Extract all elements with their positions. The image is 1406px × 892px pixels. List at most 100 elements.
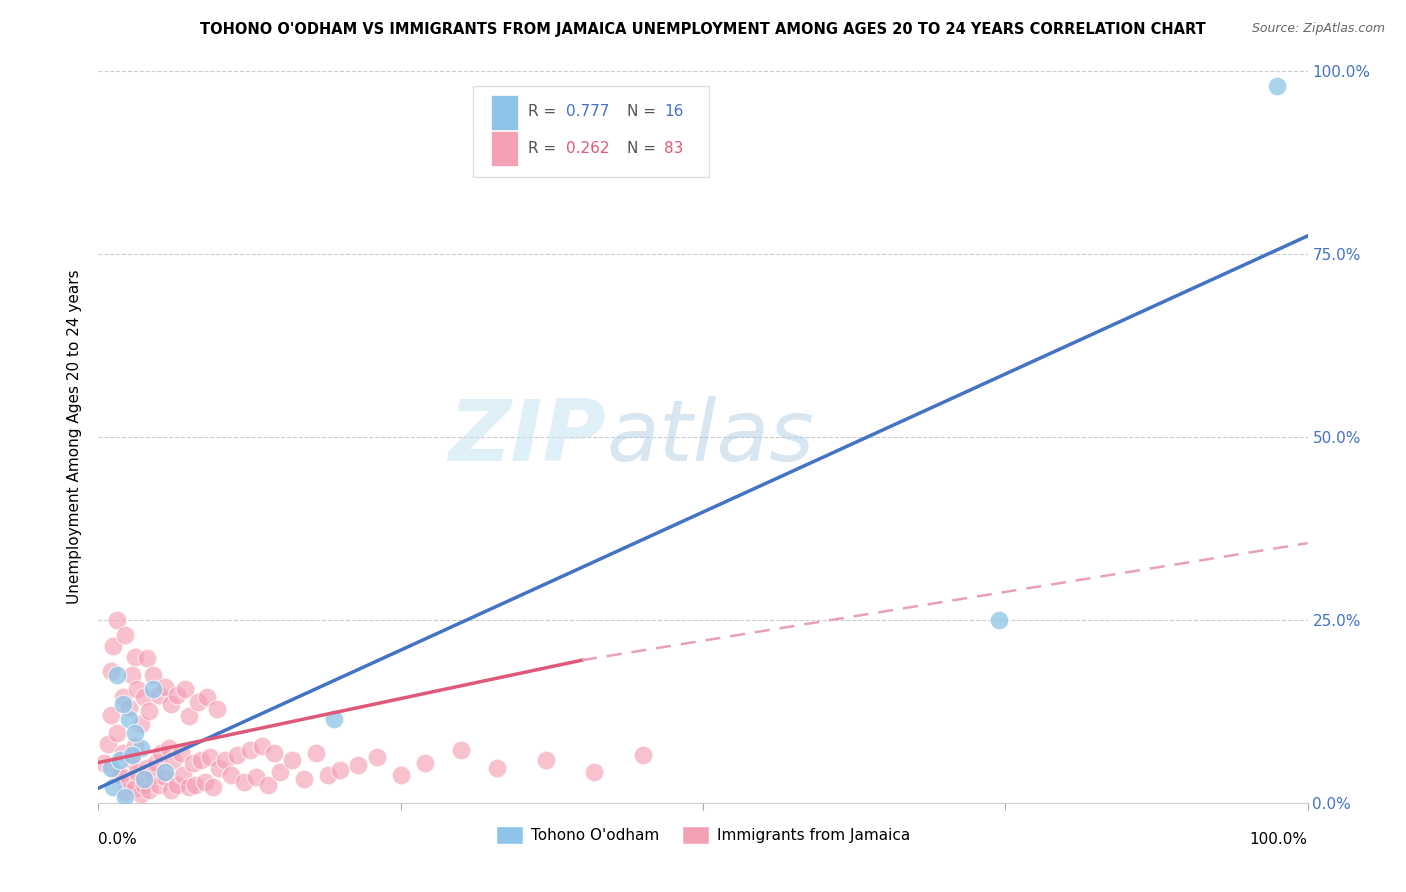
Text: Source: ZipAtlas.com: Source: ZipAtlas.com (1251, 22, 1385, 36)
Point (179, 780, 201, 794)
Bar (492, 131, 517, 167)
Point (105, 613, 128, 627)
Point (174, 682, 197, 697)
Point (100, 664, 122, 678)
Point (202, 780, 225, 794)
Point (118, 700, 141, 714)
Point (129, 740, 152, 755)
Point (124, 781, 146, 796)
Point (135, 761, 157, 775)
Point (198, 750, 221, 764)
Point (166, 688, 188, 702)
Point (124, 726, 146, 740)
Point (150, 746, 173, 760)
Point (179, 709, 201, 723)
Point (118, 775, 141, 789)
Point (195, 690, 218, 704)
Point (138, 782, 160, 797)
Point (486, 761, 509, 775)
Point (269, 765, 291, 780)
Point (100, 761, 122, 775)
Point (221, 768, 243, 782)
Point (97, 737, 120, 751)
Point (583, 765, 606, 780)
Point (208, 761, 231, 775)
Point (114, 785, 136, 799)
Point (121, 748, 143, 763)
Point (263, 746, 285, 760)
Point (142, 768, 165, 782)
Legend: Tohono O'odham, Immigrants from Jamaica: Tohono O'odham, Immigrants from Jamaica (489, 820, 917, 850)
Point (108, 753, 131, 767)
Point (145, 756, 167, 770)
Point (245, 770, 267, 784)
Point (184, 778, 207, 792)
Point (127, 765, 149, 780)
Point (105, 667, 128, 681)
Point (148, 778, 170, 792)
Point (100, 708, 122, 723)
Point (305, 746, 328, 760)
Point (226, 748, 249, 763)
Text: R =: R = (527, 141, 561, 156)
Point (148, 688, 170, 702)
Point (329, 763, 352, 777)
Point (347, 757, 370, 772)
Point (162, 753, 184, 767)
Point (111, 690, 134, 704)
Point (534, 753, 557, 767)
Point (205, 702, 228, 716)
Point (181, 756, 204, 770)
Point (292, 772, 315, 787)
Text: 0.262: 0.262 (567, 141, 610, 156)
Text: TOHONO O'ODHAM VS IMMIGRANTS FROM JAMAICA UNEMPLOYMENT AMONG AGES 20 TO 24 YEARS: TOHONO O'ODHAM VS IMMIGRANTS FROM JAMAIC… (200, 22, 1206, 37)
Point (138, 705, 160, 719)
Point (172, 768, 194, 782)
Point (281, 753, 304, 767)
Point (169, 746, 191, 760)
Point (142, 667, 165, 681)
Point (316, 768, 339, 782)
Text: ZIP: ZIP (449, 395, 606, 479)
Text: atlas: atlas (606, 395, 814, 479)
Point (153, 765, 176, 780)
Point (105, 726, 128, 740)
Point (153, 770, 176, 784)
Point (124, 739, 146, 753)
Y-axis label: Unemployment Among Ages 20 to 24 years: Unemployment Among Ages 20 to 24 years (67, 269, 83, 605)
Point (988, 613, 1011, 627)
Point (214, 753, 236, 767)
Point (108, 768, 131, 782)
Point (114, 789, 136, 804)
Point (134, 690, 156, 704)
Point (413, 756, 436, 770)
Point (389, 768, 412, 782)
Point (160, 697, 183, 711)
Point (127, 682, 149, 697)
Text: R =: R = (527, 104, 561, 120)
Point (187, 695, 209, 709)
Point (366, 750, 388, 764)
Point (114, 627, 136, 641)
Point (153, 680, 176, 694)
Point (111, 746, 134, 760)
Point (250, 739, 273, 753)
Point (232, 775, 254, 789)
Point (194, 775, 217, 789)
Point (121, 753, 143, 767)
FancyBboxPatch shape (474, 86, 709, 178)
Point (190, 753, 212, 767)
Text: 16: 16 (664, 104, 683, 120)
Point (101, 639, 124, 653)
Point (121, 667, 143, 681)
Text: 83: 83 (664, 141, 683, 156)
Point (135, 651, 157, 665)
Text: 0.0%: 0.0% (98, 832, 138, 847)
Point (239, 743, 262, 757)
Bar (492, 95, 517, 130)
Point (1267, 78, 1289, 93)
Text: 0.777: 0.777 (567, 104, 610, 120)
Point (118, 712, 141, 726)
Point (129, 716, 152, 731)
Text: N =: N = (627, 141, 661, 156)
